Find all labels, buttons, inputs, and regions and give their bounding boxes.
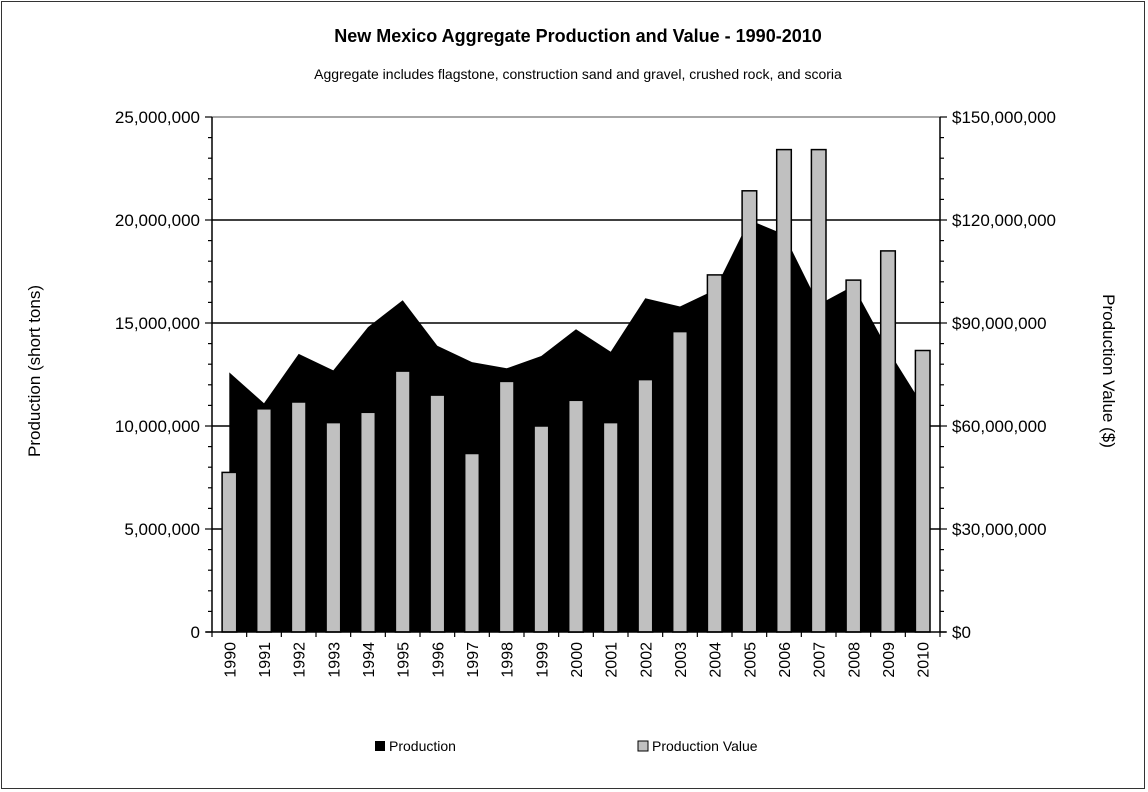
x-tick-label: 2004 <box>708 642 725 678</box>
x-tick-label: 2009 <box>881 642 898 678</box>
legend-swatch-production-value <box>637 740 649 752</box>
value-bar <box>741 190 758 633</box>
x-tick-label: 1995 <box>396 642 413 678</box>
y-tick-label: 10,000,000 <box>115 417 200 436</box>
value-bar <box>325 421 342 633</box>
value-bar <box>533 425 550 633</box>
x-tick-label: 1990 <box>222 642 239 678</box>
x-tick-label: 1994 <box>361 642 378 678</box>
y-tick-label: 20,000,000 <box>115 211 200 230</box>
value-bar <box>879 250 897 633</box>
x-tick-label: 2010 <box>916 642 933 678</box>
y2-tick-label: $90,000,000 <box>952 314 1047 333</box>
y2-tick-label: $0 <box>952 623 971 642</box>
x-tick-label: 2003 <box>673 642 690 678</box>
value-bar <box>706 274 723 633</box>
value-bar <box>255 408 273 633</box>
y-axis-label: Production (short tons) <box>25 285 44 457</box>
plot-area: 0 5,000,000 10,000,000 15,000,000 20,000,000… <box>115 108 1056 678</box>
value-bar <box>359 411 377 633</box>
x-tick-label: 1998 <box>500 642 517 678</box>
x-tick-label: 2005 <box>742 642 759 678</box>
y2-tick-label: $30,000,000 <box>952 520 1047 539</box>
value-bar <box>637 378 654 633</box>
x-tick-label: 2000 <box>569 642 586 678</box>
x-tick-label: 1997 <box>465 642 482 678</box>
value-bar <box>394 370 411 633</box>
y-tick-label: 25,000,000 <box>115 108 200 127</box>
x-tick-label: 1996 <box>430 642 447 678</box>
chart-subtitle: Aggregate includes flagstone, constructi… <box>314 66 842 82</box>
y-tick-label: 5,000,000 <box>124 520 200 539</box>
value-bar <box>567 399 585 633</box>
x-tick-label: 1992 <box>292 642 309 678</box>
value-bar <box>845 279 862 633</box>
value-bar <box>671 330 689 633</box>
x-tick-label: 2007 <box>812 642 829 678</box>
x-tick-label: 2002 <box>638 642 655 678</box>
legend-swatch-production <box>375 741 385 751</box>
y2-tick-label: $60,000,000 <box>952 417 1047 436</box>
x-tick-label: 1991 <box>257 642 274 678</box>
y2-tick-label: $150,000,000 <box>952 108 1056 127</box>
x-tick-label: 2001 <box>604 642 621 678</box>
y-tick-label: 0 <box>191 623 200 642</box>
chart-title: New Mexico Aggregate Production and Valu… <box>334 26 822 46</box>
value-bar <box>290 401 307 633</box>
x-tick-label: 1999 <box>534 642 551 678</box>
value-bar <box>221 471 238 633</box>
value-bar <box>914 349 931 633</box>
x-tick-label: 2008 <box>846 642 863 678</box>
x-tick-label: 2006 <box>777 642 794 678</box>
value-bar <box>429 394 446 633</box>
x-tick-label: 1993 <box>326 642 343 678</box>
legend-label-production: Production <box>389 738 456 754</box>
legend-label-production-value: Production Value <box>652 738 758 754</box>
value-bar <box>775 148 793 633</box>
value-bar <box>463 452 481 633</box>
legend: Production Production Value <box>375 738 758 754</box>
y2-axis-label: Production Value ($) <box>1099 294 1118 448</box>
y-tick-label: 15,000,000 <box>115 314 200 333</box>
value-bar <box>498 380 515 633</box>
y2-tick-label: $120,000,000 <box>952 211 1056 230</box>
value-bar <box>810 148 827 633</box>
value-bar <box>602 421 619 633</box>
